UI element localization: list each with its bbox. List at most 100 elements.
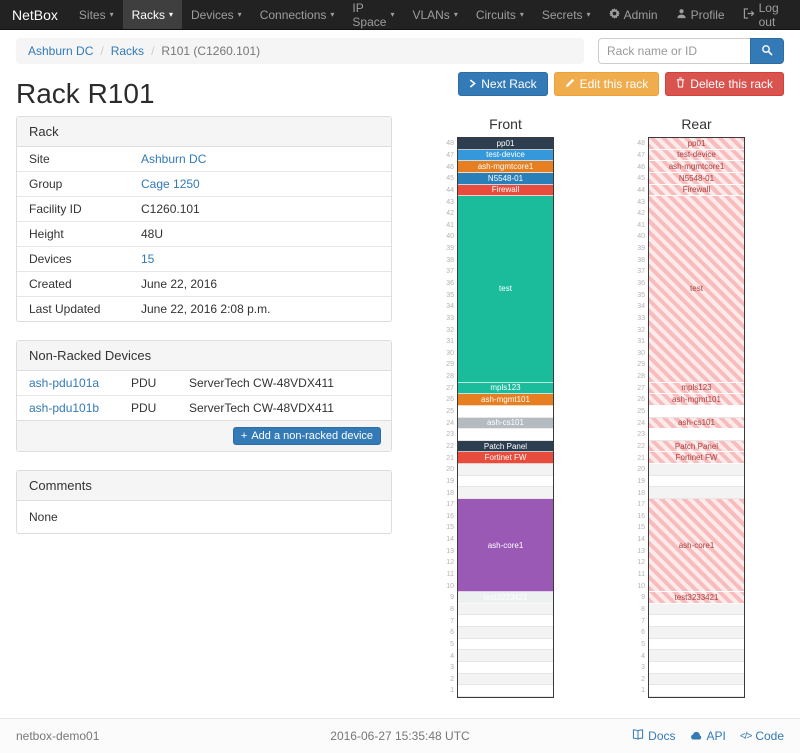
rack-slot-empty[interactable]: [458, 405, 553, 418]
rack-slot-empty[interactable]: [458, 487, 553, 499]
rack-device[interactable]: ash-cs101: [458, 417, 553, 430]
rack-device[interactable]: Firewall: [458, 184, 553, 197]
rack-slot-empty[interactable]: [649, 429, 744, 441]
rack-slot-empty[interactable]: [649, 627, 744, 639]
device-link[interactable]: ash-pdu101a: [29, 376, 100, 390]
rack-info-link[interactable]: Cage 1250: [141, 177, 200, 191]
rack-slot-empty[interactable]: [458, 638, 553, 651]
rack-slot-empty[interactable]: [649, 464, 744, 476]
rack-device[interactable]: test-device: [458, 149, 553, 162]
unit-number: 20: [637, 466, 645, 474]
unit-number: 13: [637, 547, 645, 555]
rack-device[interactable]: mpls123: [458, 382, 553, 395]
rack-device[interactable]: test3233421: [649, 592, 744, 604]
breadcrumb-item[interactable]: Ashburn DC: [28, 44, 94, 58]
unit-number: 17: [446, 501, 454, 509]
rack-info-value: 48U: [129, 221, 391, 247]
rack-device[interactable]: pp01: [458, 138, 553, 150]
rack-slot-empty[interactable]: [458, 464, 553, 476]
unit-number: 23: [446, 431, 454, 439]
caret-down-icon: ▾: [109, 9, 114, 19]
rack-slot-empty[interactable]: [649, 487, 744, 499]
device-link[interactable]: ash-pdu101b: [29, 401, 100, 415]
footer-link-docs[interactable]: Docs: [632, 729, 676, 743]
rack-info-link[interactable]: Ashburn DC: [141, 152, 207, 166]
action-buttons: Next Rack Edit this rack Delete this rac…: [452, 72, 784, 96]
nav-item-log-out[interactable]: Log out: [734, 0, 790, 29]
rack-device[interactable]: ash-core1: [649, 499, 744, 593]
rack-device[interactable]: test-device: [649, 149, 744, 162]
rack-device[interactable]: Fortinet FW: [649, 452, 744, 465]
footer-link-code[interactable]: </> Code: [739, 729, 784, 743]
rack-slot-empty[interactable]: [458, 429, 553, 441]
nav-item-circuits[interactable]: Circuits ▾: [475, 7, 524, 22]
rack-info-value: C1260.101: [129, 196, 391, 222]
nav-item-admin[interactable]: Admin: [600, 0, 667, 29]
rack-device[interactable]: ash-mgmt101: [649, 394, 744, 406]
caret-down-icon: ▾: [519, 9, 524, 19]
rack-slot-empty[interactable]: [649, 650, 744, 663]
rack-info-value: June 22, 2016: [129, 271, 391, 297]
rack-slot-empty[interactable]: [649, 638, 744, 651]
nav-item-racks[interactable]: Racks ▾: [122, 0, 182, 29]
search-input[interactable]: [598, 38, 750, 64]
rack-slot-empty[interactable]: [649, 615, 744, 628]
rack-slot-empty[interactable]: [458, 662, 553, 674]
delete-rack-button[interactable]: Delete this rack: [665, 72, 784, 96]
rack-device[interactable]: Patch Panel: [458, 440, 553, 453]
rack-info-link[interactable]: 15: [141, 252, 155, 266]
nav-item-profile[interactable]: Profile: [667, 0, 734, 29]
nav-item-vlans[interactable]: VLANs ▾: [412, 7, 458, 22]
nav-item-devices[interactable]: Devices ▾: [190, 7, 242, 22]
rack-device[interactable]: N5548-01: [458, 172, 553, 185]
rack-device[interactable]: Patch Panel: [649, 440, 744, 453]
brand[interactable]: NetBox: [12, 6, 58, 23]
device-model: ServerTech CW-48VDX411: [189, 376, 334, 390]
rack-slot-empty[interactable]: [649, 603, 744, 616]
rack-device[interactable]: ash-cs101: [649, 417, 744, 430]
rack-slot-empty[interactable]: [458, 685, 553, 697]
rack-slot-empty[interactable]: [458, 650, 553, 663]
rack-info-label: Group: [17, 171, 129, 197]
rack-slot-empty[interactable]: [649, 685, 744, 697]
footer-link-api[interactable]: API: [690, 729, 726, 743]
rack-slot-empty[interactable]: [458, 603, 553, 616]
rack-slot-empty[interactable]: [649, 405, 744, 418]
rack-info-label: Devices: [17, 246, 129, 272]
nav-item-secrets[interactable]: Secrets ▾: [541, 7, 591, 22]
non-racked-panel-footer: + Add a non-racked device: [17, 420, 391, 451]
rack-device[interactable]: Fortinet FW: [458, 452, 553, 465]
rack-device[interactable]: test: [458, 196, 553, 383]
rack-device[interactable]: ash-core1: [458, 499, 553, 593]
add-non-racked-button[interactable]: + Add a non-racked device: [232, 427, 381, 445]
edit-rack-button[interactable]: Edit this rack: [553, 72, 660, 96]
rack-slot-empty[interactable]: [649, 475, 744, 488]
rack-slot-empty[interactable]: [649, 673, 744, 686]
rack-slot-empty[interactable]: [458, 627, 553, 639]
rack-device[interactable]: ash-mgmt101: [458, 394, 553, 406]
plus-icon: +: [240, 430, 248, 442]
rack-device[interactable]: Firewall: [649, 184, 744, 197]
next-rack-button[interactable]: Next Rack: [458, 72, 548, 96]
rack-device[interactable]: ash-mgmtcore1: [649, 161, 744, 173]
rack-device[interactable]: mpls123: [649, 382, 744, 395]
rack-device[interactable]: test3233421: [458, 592, 553, 604]
breadcrumb-item[interactable]: Racks: [110, 44, 145, 58]
unit-numbers-rear: 48 47 46 45 44 43 42 41 40 39 38 37 36 35 34 33 32 31 30 29…: [632, 137, 648, 698]
rack-device[interactable]: ash-mgmtcore1: [458, 161, 553, 173]
rack-device[interactable]: pp01: [649, 138, 744, 150]
rack-device[interactable]: test: [649, 196, 744, 383]
nav-item-connections[interactable]: Connections ▾: [259, 7, 335, 22]
nav-item-sites[interactable]: Sites ▾: [78, 7, 114, 22]
rack-slot-empty[interactable]: [458, 673, 553, 686]
rack-slot-empty[interactable]: [458, 475, 553, 488]
rack-slot-empty[interactable]: [649, 662, 744, 674]
rack-slot-empty[interactable]: [458, 615, 553, 628]
rack-device[interactable]: N5548-01: [649, 172, 744, 185]
rack-elevations: Front 48 47 46 45 44 43 42 41 40 39 38 37 36 35 34 33 32…: [402, 116, 784, 698]
pencil-icon: [565, 77, 575, 91]
search-button[interactable]: [750, 38, 784, 64]
nav-item-ip-space[interactable]: IP Space ▾: [352, 0, 395, 29]
unit-number: 27: [637, 384, 645, 392]
unit-number: 27: [446, 384, 454, 392]
